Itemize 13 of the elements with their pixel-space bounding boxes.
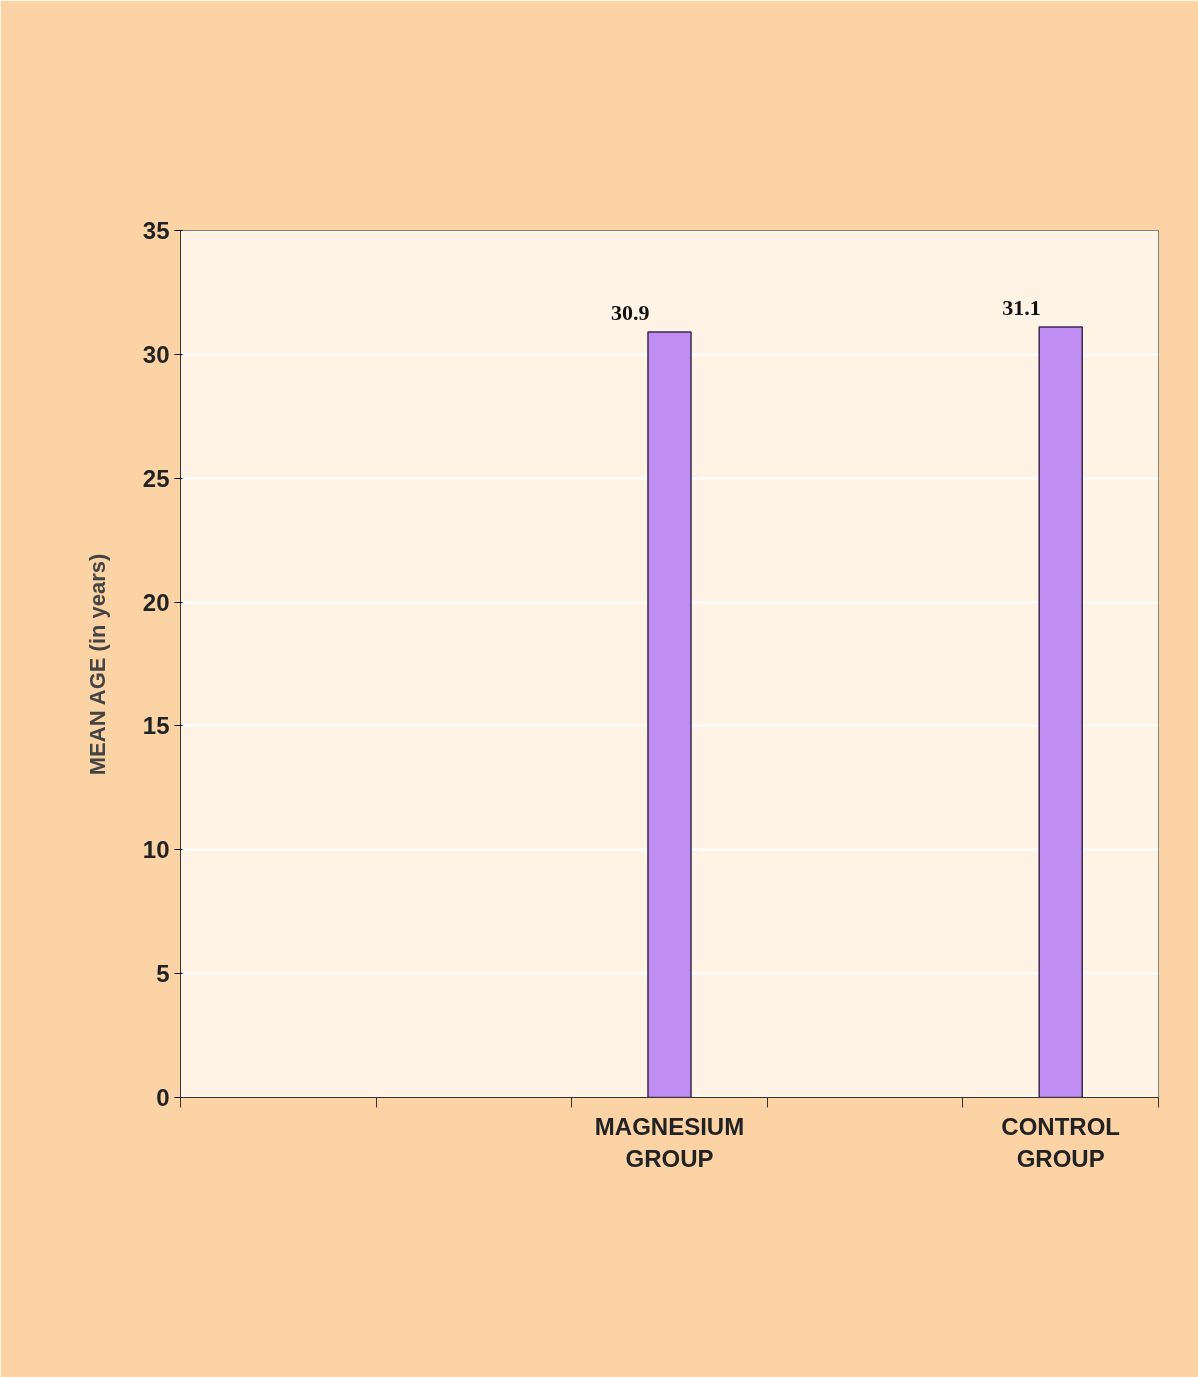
y-tick-label: 20: [142, 588, 170, 616]
x-tick-label: MAGNESIUM GROUP: [594, 1112, 745, 1172]
y-tick-label: 30: [142, 340, 170, 368]
y-tick-label: 25: [142, 464, 170, 492]
x-tick-label: CONTROL GROUP: [1001, 1112, 1121, 1172]
data-label: 31.1: [1002, 295, 1041, 321]
y-tick-label: 15: [142, 712, 170, 740]
y-tick-label: 0: [156, 1084, 170, 1111]
data-label: 30.9: [611, 300, 650, 326]
y-axis-title: MEAN AGE (in years): [84, 553, 110, 776]
y-tick-label: 35: [142, 217, 170, 244]
y-tick-label: 10: [142, 836, 170, 864]
y-tick-label: 5: [156, 960, 170, 988]
